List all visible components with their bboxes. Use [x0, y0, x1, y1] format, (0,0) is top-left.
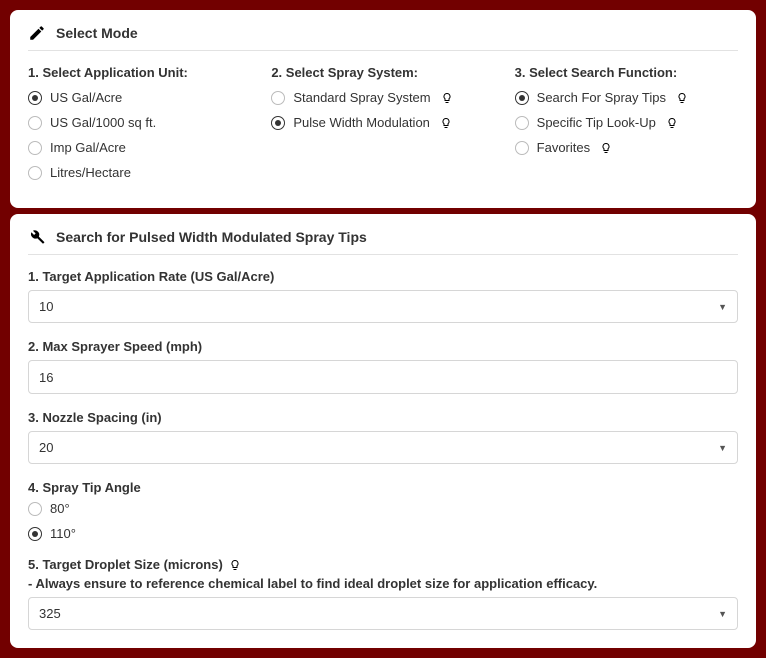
- max-speed-input[interactable]: 16: [28, 360, 738, 394]
- unit-option-imp-gal-acre[interactable]: Imp Gal/Acre: [28, 140, 251, 155]
- angle-option-110[interactable]: 110°: [28, 526, 738, 541]
- search-function-column: 3. Select Search Function: Search For Sp…: [515, 65, 738, 190]
- droplet-size-select[interactable]: 325 ▼: [28, 597, 738, 630]
- spray-system-column: 2. Select Spray System: Standard Spray S…: [271, 65, 494, 190]
- max-speed-section: 2. Max Sprayer Speed (mph) 16: [28, 339, 738, 394]
- select-mode-header: Select Mode: [28, 24, 738, 51]
- caret-down-icon: ▼: [718, 302, 727, 312]
- mode-columns: 1. Select Application Unit: US Gal/Acre …: [28, 65, 738, 190]
- droplet-size-hint: - Always ensure to reference chemical la…: [28, 576, 597, 591]
- select-mode-panel: Select Mode 1. Select Application Unit: …: [10, 10, 756, 208]
- radio-label: Imp Gal/Acre: [50, 140, 126, 155]
- tip-angle-section: 4. Spray Tip Angle 80° 110°: [28, 480, 738, 541]
- application-unit-title: 1. Select Application Unit:: [28, 65, 251, 80]
- nozzle-spacing-select[interactable]: 20 ▼: [28, 431, 738, 464]
- radio-icon: [28, 166, 42, 180]
- nozzle-spacing-section: 3. Nozzle Spacing (in) 20 ▼: [28, 410, 738, 464]
- bulb-icon[interactable]: [676, 92, 688, 104]
- radio-label: 110°: [50, 526, 76, 541]
- max-speed-value: 16: [39, 370, 53, 385]
- radio-label: Search For Spray Tips: [537, 90, 666, 105]
- function-option-search-tips[interactable]: Search For Spray Tips: [515, 90, 738, 105]
- spray-system-title: 2. Select Spray System:: [271, 65, 494, 80]
- radio-label: 80°: [50, 501, 70, 516]
- radio-icon: [515, 141, 529, 155]
- radio-icon: [28, 527, 42, 541]
- caret-down-icon: ▼: [718, 609, 727, 619]
- system-option-pwm[interactable]: Pulse Width Modulation: [271, 115, 494, 130]
- radio-icon: [271, 116, 285, 130]
- wrench-icon: [28, 228, 46, 246]
- nozzle-spacing-value: 20: [39, 440, 53, 455]
- bulb-icon[interactable]: [441, 92, 453, 104]
- select-mode-title: Select Mode: [56, 25, 138, 41]
- tip-angle-label: 4. Spray Tip Angle: [28, 480, 738, 495]
- search-panel-title: Search for Pulsed Width Modulated Spray …: [56, 229, 367, 245]
- radio-label: Pulse Width Modulation: [293, 115, 430, 130]
- radio-icon: [271, 91, 285, 105]
- droplet-size-section: 5. Target Droplet Size (microns) - Alway…: [28, 557, 738, 630]
- target-rate-select[interactable]: 10 ▼: [28, 290, 738, 323]
- droplet-size-label: 5. Target Droplet Size (microns): [28, 557, 223, 572]
- target-rate-section: 1. Target Application Rate (US Gal/Acre)…: [28, 269, 738, 323]
- max-speed-label: 2. Max Sprayer Speed (mph): [28, 339, 738, 354]
- application-unit-column: 1. Select Application Unit: US Gal/Acre …: [28, 65, 251, 190]
- search-function-title: 3. Select Search Function:: [515, 65, 738, 80]
- system-option-standard[interactable]: Standard Spray System: [271, 90, 494, 105]
- angle-option-80[interactable]: 80°: [28, 501, 738, 516]
- unit-option-us-gal-1000sqft[interactable]: US Gal/1000 sq ft.: [28, 115, 251, 130]
- radio-label: Standard Spray System: [293, 90, 430, 105]
- search-panel: Search for Pulsed Width Modulated Spray …: [10, 214, 756, 648]
- radio-label: Favorites: [537, 140, 590, 155]
- target-rate-value: 10: [39, 299, 53, 314]
- nozzle-spacing-label: 3. Nozzle Spacing (in): [28, 410, 738, 425]
- pencil-icon: [28, 24, 46, 42]
- radio-label: US Gal/Acre: [50, 90, 122, 105]
- radio-icon: [28, 91, 42, 105]
- bulb-icon[interactable]: [229, 559, 241, 571]
- radio-label: Specific Tip Look-Up: [537, 115, 656, 130]
- function-option-specific-lookup[interactable]: Specific Tip Look-Up: [515, 115, 738, 130]
- droplet-size-label-row: 5. Target Droplet Size (microns) - Alway…: [28, 557, 738, 591]
- radio-icon: [28, 502, 42, 516]
- radio-icon: [515, 116, 529, 130]
- bulb-icon[interactable]: [600, 142, 612, 154]
- caret-down-icon: ▼: [718, 443, 727, 453]
- target-rate-label: 1. Target Application Rate (US Gal/Acre): [28, 269, 738, 284]
- radio-icon: [515, 91, 529, 105]
- radio-icon: [28, 141, 42, 155]
- bulb-icon[interactable]: [666, 117, 678, 129]
- function-option-favorites[interactable]: Favorites: [515, 140, 738, 155]
- unit-option-us-gal-acre[interactable]: US Gal/Acre: [28, 90, 251, 105]
- droplet-size-value: 325: [39, 606, 61, 621]
- radio-label: US Gal/1000 sq ft.: [50, 115, 156, 130]
- radio-icon: [28, 116, 42, 130]
- bulb-icon[interactable]: [440, 117, 452, 129]
- radio-label: Litres/Hectare: [50, 165, 131, 180]
- search-panel-header: Search for Pulsed Width Modulated Spray …: [28, 228, 738, 255]
- unit-option-litres-hectare[interactable]: Litres/Hectare: [28, 165, 251, 180]
